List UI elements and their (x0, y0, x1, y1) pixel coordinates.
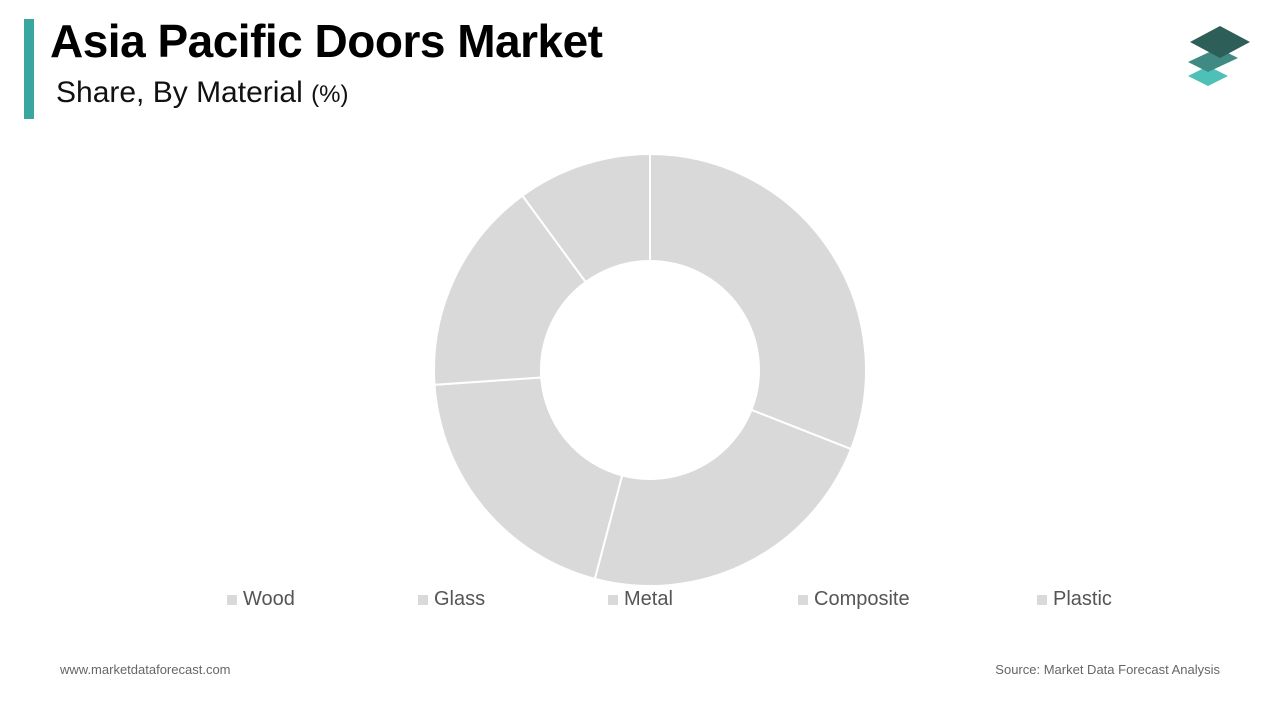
chart-legend: Wood Glass Metal Composite Plastic (0, 588, 1280, 616)
donut-slice-wood (649, 152, 867, 451)
legend-label: Glass (434, 588, 486, 610)
donut-slice-metal (433, 376, 624, 581)
page-subtitle: Share, By Material (%) (56, 76, 348, 110)
donut-chart (433, 152, 867, 587)
logo-layer-top (1190, 26, 1250, 58)
legend-item-plastic: Plastic (1037, 588, 1112, 611)
legend-item-wood: Wood (227, 588, 295, 611)
legend-swatch (798, 594, 808, 605)
legend-label: Composite (814, 588, 910, 610)
legend-swatch (227, 594, 237, 605)
footer-source: Source: Market Data Forecast Analysis (995, 662, 1220, 677)
footer-website: www.marketdataforecast.com (60, 662, 231, 677)
legend-item-glass: Glass (418, 588, 485, 611)
donut-slice-composite (433, 194, 588, 386)
legend-item-composite: Composite (798, 588, 910, 611)
legend-item-metal: Metal (608, 588, 673, 611)
page-title: Asia Pacific Doors Market (50, 15, 603, 67)
donut-slice-plastic (521, 152, 651, 284)
title-accent-bar (24, 19, 34, 119)
legend-swatch (418, 594, 428, 605)
legend-label: Plastic (1053, 588, 1112, 610)
legend-label: Wood (243, 588, 295, 610)
donut-slice-glass (593, 408, 853, 587)
legend-label: Metal (624, 588, 673, 610)
legend-swatch (1037, 594, 1047, 605)
legend-swatch (608, 594, 618, 605)
logo-layer-bottom (1188, 66, 1228, 86)
subtitle-unit: (%) (311, 81, 349, 108)
stacked-layers-logo-icon (1188, 26, 1250, 86)
subtitle-text: Share, By Material (56, 76, 303, 109)
